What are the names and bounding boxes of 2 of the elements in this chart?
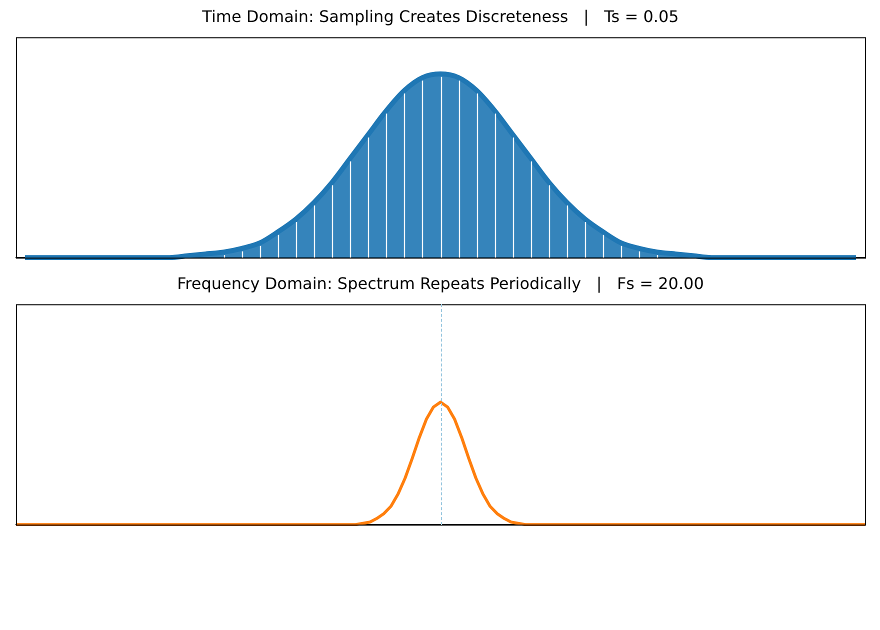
- chart-title: Frequency Domain: Spectrum Repeats Periodically | Fs = 20.00: [177, 274, 704, 293]
- chart-title: Time Domain: Sampling Creates Discreteness | Ts = 0.05: [201, 6, 679, 26]
